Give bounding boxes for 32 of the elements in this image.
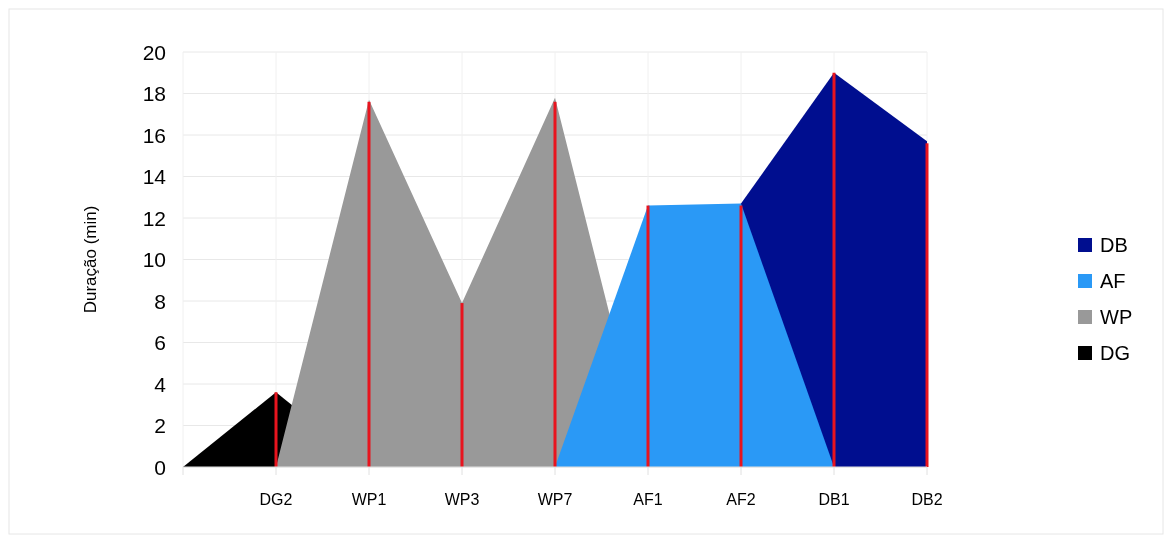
y-tick-label: 20	[142, 40, 166, 64]
x-tick-label: WP7	[537, 491, 573, 508]
y-axis-title: Duração (min)	[81, 205, 100, 314]
bar	[367, 101, 371, 467]
y-tick-label: 8	[154, 289, 166, 313]
x-tick-label: AF2	[726, 491, 756, 508]
y-tick-label: 0	[154, 455, 166, 479]
legend-label: WP	[1100, 306, 1133, 329]
x-tick-label: WP3	[444, 491, 480, 508]
y-tick-label: 14	[142, 165, 167, 189]
bar	[739, 205, 743, 467]
x-tick-label: DB1	[818, 491, 850, 508]
bar	[460, 303, 464, 467]
x-tick-label: AF1	[633, 491, 663, 508]
y-tick-label: 4	[154, 372, 167, 396]
bar	[646, 205, 650, 467]
legend-label: DG	[1100, 342, 1130, 365]
legend-label: DB	[1100, 234, 1128, 257]
bar	[274, 392, 278, 467]
x-tick-label: WP1	[351, 491, 387, 508]
y-tick-label: 12	[142, 206, 166, 230]
y-tick-label: 6	[154, 331, 166, 355]
x-tick-label: DB2	[911, 491, 943, 508]
bar	[553, 101, 557, 467]
legend-label: AF	[1100, 270, 1126, 293]
y-tick-label: 10	[142, 248, 166, 272]
bar	[832, 72, 836, 467]
y-tick-label: 18	[142, 82, 166, 106]
y-tick-label: 2	[154, 414, 166, 438]
bar	[925, 143, 929, 467]
y-tick-label: 16	[142, 123, 166, 147]
x-tick-label: DG2	[259, 491, 293, 508]
